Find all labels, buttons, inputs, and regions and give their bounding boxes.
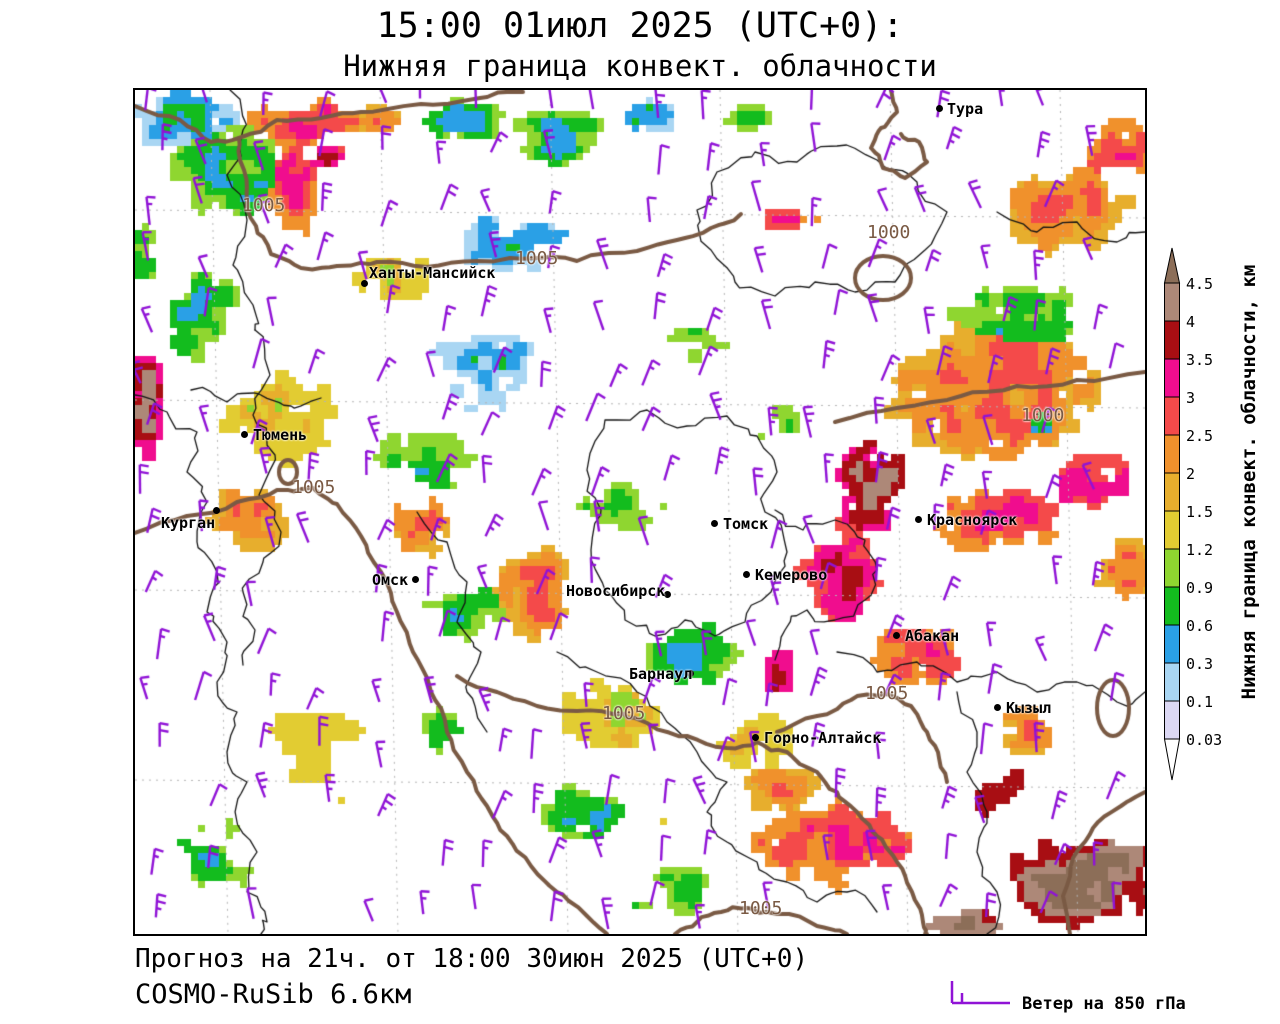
colorbar-band: [1164, 662, 1180, 702]
city-label: Кызыл: [1006, 699, 1052, 717]
colorbar-band: [1164, 510, 1180, 550]
city-marker: [994, 704, 1001, 711]
colorbar-band: [1164, 472, 1180, 512]
city-label: Омск: [372, 571, 409, 589]
map-frame: Тура Ханты-Мансийск Тюмень Курган Омск Томск К…: [133, 88, 1147, 936]
colorbar-band: [1164, 700, 1180, 740]
colorbar-tick-label: 2: [1186, 465, 1196, 483]
colorbar-tick-label: 4: [1186, 313, 1196, 331]
footer-model-info: COSMO-RuSib 6.6км: [135, 979, 412, 1010]
city-marker: [412, 576, 419, 583]
city-marker: [752, 734, 759, 741]
isobar-label: 1000: [1021, 405, 1065, 426]
city-marker: [915, 516, 922, 523]
isobar-label: 1005: [739, 898, 783, 919]
city-label: Тюмень: [253, 426, 308, 444]
colorbar-band: [1164, 396, 1180, 436]
colorbar-band: [1164, 586, 1180, 626]
city-label: Кемерово: [755, 566, 828, 584]
colorbar-arrow-top: [1163, 247, 1181, 284]
colorbar-tick-label: 3: [1186, 389, 1196, 407]
city-marker: [687, 670, 694, 677]
colorbar-arrow-bottom: [1163, 738, 1181, 781]
city-marker: [241, 431, 248, 438]
colorbar-band: [1164, 434, 1180, 474]
city-label: Барнаул: [629, 665, 693, 683]
colorbar-tick-label: 2.5: [1186, 427, 1214, 445]
colorbar-band: [1164, 282, 1180, 322]
city-label: Курган: [161, 514, 216, 532]
city-marker: [664, 591, 671, 598]
colorbar-tick-label: 0.3: [1186, 655, 1214, 673]
city-marker: [893, 632, 900, 639]
colorbar-tick-label: 1.5: [1186, 503, 1214, 521]
city-label: Горно-Алтайск: [764, 729, 882, 747]
colorbar-tick-label: 1.2: [1186, 541, 1214, 559]
colorbar-band: [1164, 358, 1180, 398]
city-label: Новосибирск: [566, 582, 666, 600]
city-label: Томск: [723, 515, 769, 533]
wind-legend-label: Ветер на 850 гПа: [1022, 994, 1186, 1014]
city-marker: [743, 571, 750, 578]
colorbar-tick-label: 0.6: [1186, 617, 1214, 635]
city-label: Абакан: [905, 627, 960, 645]
isobar-label: 1000: [867, 222, 911, 243]
isobar-label: 1005: [865, 683, 909, 704]
city-marker: [213, 507, 220, 514]
colorbar-band: [1164, 624, 1180, 664]
city-marker: [361, 280, 368, 287]
isobar-label: 1005: [242, 195, 286, 216]
wind-barb-icon: [950, 981, 1010, 1005]
colorbar-band: [1164, 320, 1180, 360]
colorbar-tick-label: 3.5: [1186, 351, 1214, 369]
city-marker: [936, 105, 943, 112]
colorbar-axis-label: Нижняя граница конвект. облачности, км: [1238, 264, 1260, 700]
isobar-label: 1005: [292, 477, 336, 498]
title-parameter: Нижняя граница конвект. облачности: [343, 49, 937, 83]
footer-forecast-info: Прогноз на 21ч. от 18:00 30июн 2025 (UTC…: [135, 944, 809, 974]
isobar-label: 1005: [515, 248, 559, 269]
title-datetime: 15:00 01июл 2025 (UTC+0):: [376, 6, 904, 46]
map-canvas: [135, 90, 1145, 934]
colorbar-tick-label: 0.1: [1186, 693, 1214, 711]
city-label: Тура: [947, 100, 984, 118]
city-marker: [711, 520, 718, 527]
colorbar-tick-label: 4.5: [1186, 275, 1214, 293]
colorbar-tick-label: 0.9: [1186, 579, 1214, 597]
colorbar-band: [1164, 548, 1180, 588]
colorbar-tick-label: 0.03: [1186, 731, 1223, 749]
colorbar: [1163, 247, 1181, 781]
page-title: 15:00 01июл 2025 (UTC+0): Нижняя граница…: [0, 6, 1280, 83]
city-label: Красноярск: [927, 511, 1018, 529]
city-label: Ханты-Мансийск: [369, 264, 496, 282]
isobar-label: 1005: [602, 703, 646, 724]
